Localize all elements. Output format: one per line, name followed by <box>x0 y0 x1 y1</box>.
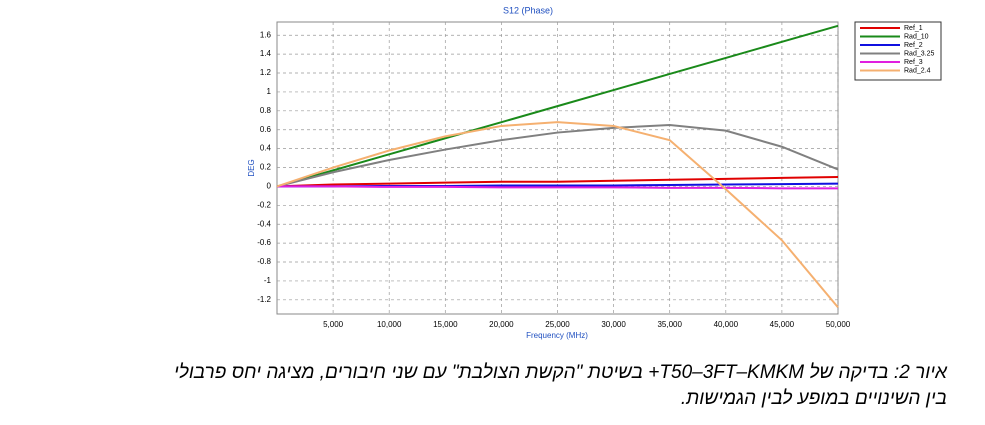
y-tick-label: -1.2 <box>257 295 271 304</box>
legend-label: Ref_1 <box>904 25 923 32</box>
legend-label: Rad_3.25 <box>904 50 934 57</box>
series-line <box>276 24 839 188</box>
y-tick-label: 0.2 <box>260 163 272 172</box>
chart-title: S12 (Phase) <box>503 5 553 15</box>
y-tick-label: 1.2 <box>260 68 272 77</box>
x-tick-label: 10,000 <box>377 320 402 329</box>
x-tick-label: 30,000 <box>601 320 626 329</box>
x-axis-label: Frequency (MHz) <box>526 331 588 340</box>
caption-line: איור 2: בדיקה של T50–3FT–KMKM+ בשיטת "הק… <box>173 362 947 383</box>
y-tick-label: 0.4 <box>260 144 272 153</box>
legend-label: Rad_10 <box>904 33 929 40</box>
y-tick-label: 0.6 <box>260 125 272 134</box>
caption-line: בין השינויים במופע לבין הגמישות. <box>680 388 947 409</box>
x-tick-label: 25,000 <box>545 320 570 329</box>
y-tick-label: 1.6 <box>260 30 272 39</box>
series-line <box>276 121 839 309</box>
legend-label: Ref_3 <box>904 59 923 66</box>
y-tick-label: -0.6 <box>257 238 271 247</box>
legend-label: Ref_2 <box>904 42 923 49</box>
y-tick-label: -0.8 <box>257 257 271 266</box>
caption: איור 2: בדיקה של T50–3FT–KMKM+ בשיטת "הק… <box>7 360 947 412</box>
x-tick-label: 20,000 <box>489 320 514 329</box>
x-tick-label: 15,000 <box>433 320 458 329</box>
x-tick-label: 45,000 <box>770 320 795 329</box>
y-tick-label: 1.4 <box>260 49 272 58</box>
y-tick-label: -1 <box>264 276 272 285</box>
y-tick-label: 0 <box>267 182 272 191</box>
legend-label: Rad_2.4 <box>904 67 931 74</box>
y-tick-label: -0.2 <box>257 200 271 209</box>
series-line <box>277 185 838 190</box>
y-axis-label: DEG <box>247 159 256 176</box>
x-tick-label: 40,000 <box>714 320 739 329</box>
series-line <box>276 124 839 188</box>
chart: S12 (Phase) Frequency (MHz) DEG 1.6 1.4 1.… <box>247 5 942 340</box>
series-line <box>276 175 839 188</box>
y-tick-label: 0.8 <box>260 106 272 115</box>
y-tick-label: -0.4 <box>257 219 271 228</box>
x-tick-label: 35,000 <box>657 320 682 329</box>
x-tick-label: 5,000 <box>323 320 344 329</box>
y-tick-label: 1 <box>267 87 272 96</box>
x-tick-label: 50,000 <box>826 320 851 329</box>
